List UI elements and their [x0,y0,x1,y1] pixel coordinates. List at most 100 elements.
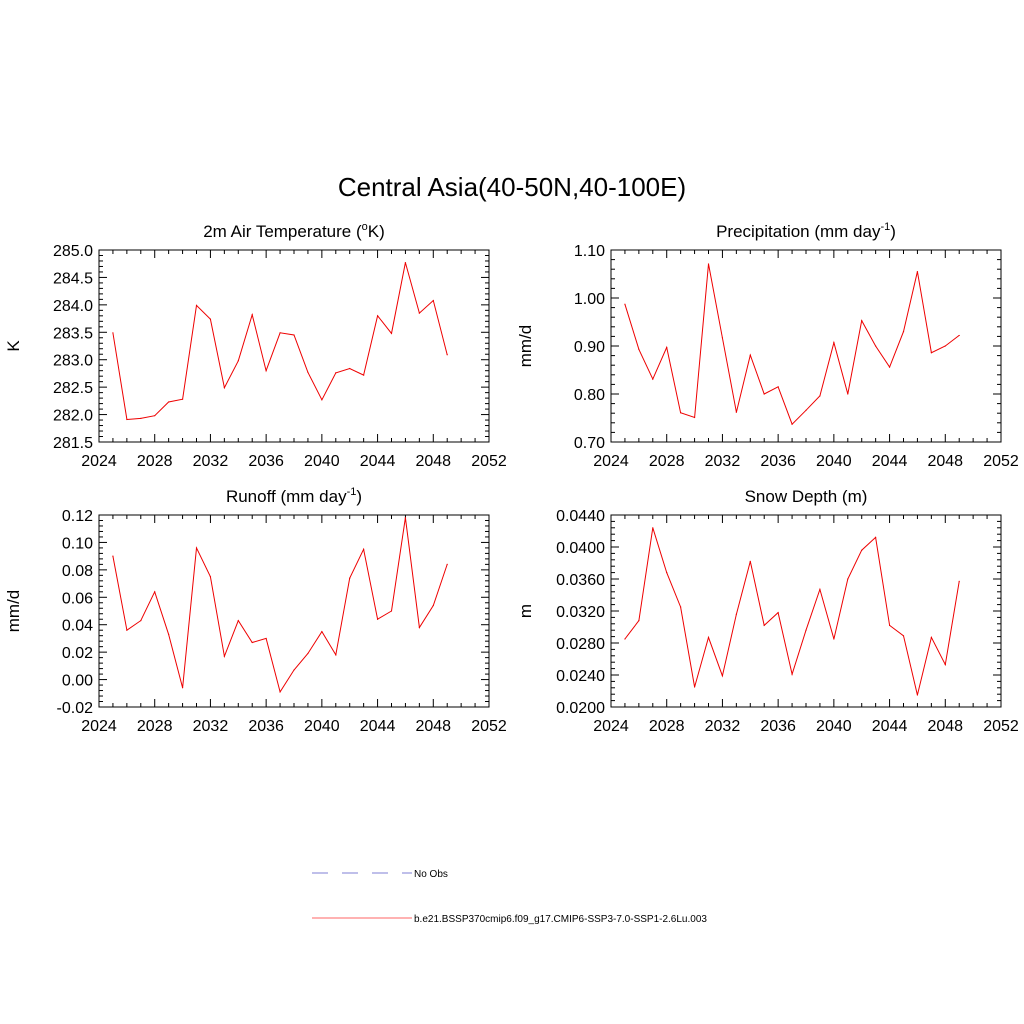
data-point-snow-depth [930,636,932,639]
data-point-air-temperature [140,417,142,420]
x-tick-label: 2048 [415,718,451,735]
subplot-title-main: Precipitation (mm day [716,222,881,241]
data-point-runoff [140,620,142,622]
subplot-title-end: ) [890,222,896,241]
x-tick-label: 2024 [593,453,629,470]
subplot-title-precipitation: Precipitation (mm day-1) [716,221,896,241]
data-point-snow-depth [847,578,849,580]
data-point-snow-depth [916,694,919,696]
subplot-title-superscript: -1 [880,221,890,233]
data-point-snow-depth [958,580,960,583]
data-point-runoff [418,626,420,629]
data-point-precipitation [930,352,932,354]
data-point-runoff [251,641,253,644]
x-tick-label: 2052 [983,718,1019,735]
x-tick-label: 2024 [593,718,629,735]
data-point-runoff [390,610,393,612]
y-tick-label: 0.90 [574,339,605,356]
x-tick-label: 2024 [81,718,117,735]
subplot-title-end: K) [368,222,385,241]
y-tick-label: 0.0360 [556,572,605,589]
data-point-air-temperature [126,418,128,421]
x-tick-label: 2032 [193,453,229,470]
y-tick-label: 281.5 [53,435,93,452]
data-point-precipitation [875,345,877,347]
y-tick-label: 285.0 [53,243,93,260]
y-tick-label: 0.80 [574,387,605,404]
data-point-precipitation [944,345,946,347]
x-tick-label: 2048 [927,718,963,735]
data-point-precipitation [819,395,821,397]
data-point-snow-depth [735,613,737,615]
data-point-runoff [307,652,309,655]
data-point-air-temperature [181,398,184,400]
y-tick-label: 283.5 [53,325,93,342]
subplot-title-main: Runoff (mm day [226,487,347,506]
data-point-air-temperature [390,332,393,334]
x-tick-label: 2044 [360,453,396,470]
x-tick-label: 2032 [193,718,229,735]
y-tick-label: 0.0280 [556,636,605,653]
x-tick-label: 2036 [760,453,796,470]
x-tick-label: 2048 [415,453,451,470]
panel-precipitation: Precipitation (mm day-1) mm/d 2024 2028 2032… [516,221,1019,470]
data-point-precipitation [861,319,863,322]
panel-snow-depth: Snow Depth (m) m 2024 2028 2032 2036 2040 2044 2… [516,487,1019,735]
data-point-air-temperature [446,354,448,356]
x-tick-label: 2048 [927,453,963,470]
x-tick-label: 2040 [304,718,340,735]
y-tick-label: 0.12 [62,508,93,525]
y-tick-label: 0.0200 [556,700,605,717]
panel-air-temperature: 2m Air Temperature (oK) K 2024 2028 2032 2036… [4,221,507,470]
y-tick-label: 282.0 [53,408,93,425]
data-point-air-temperature [279,332,281,334]
y-tick-label: 0.0440 [556,508,605,525]
data-point-precipitation [916,271,919,273]
y-tick-label: 0.0240 [556,668,605,685]
subplot-title-main: Snow Depth (m) [745,487,868,506]
x-tick-label: 2028 [137,453,173,470]
legend: No Obs b.e21.BSSP370cmip6.f09_g17.CMIP6-… [312,869,707,925]
x-tick-label: 2028 [649,718,685,735]
legend-label-model-run: b.e21.BSSP370cmip6.f09_g17.CMIP6-SSP3-7.… [414,914,707,925]
data-point-runoff [404,517,407,519]
data-point-snow-depth [888,624,891,627]
x-tick-label: 2044 [872,718,908,735]
y-tick-label: 0.06 [62,590,93,607]
subplot-title-superscript: o [362,221,368,233]
data-point-precipitation [680,412,682,414]
data-point-air-temperature [251,314,253,316]
data-point-precipitation [847,393,849,395]
data-point-precipitation [721,337,724,339]
x-tick-label: 2052 [471,718,507,735]
data-point-snow-depth [693,686,696,688]
data-point-runoff [363,548,365,550]
y-tick-label: 0.0400 [556,540,605,557]
y-axis-label-snow-depth: m [516,604,535,618]
data-point-snow-depth [944,664,946,666]
y-tick-label: 1.10 [574,243,605,260]
x-tick-label: 2036 [760,718,796,735]
y-tick-label: 0.10 [62,535,93,552]
y-tick-label: 0.0320 [556,604,605,621]
data-point-precipitation [735,411,737,413]
data-point-snow-depth [624,638,626,640]
x-tick-label: 2036 [248,453,284,470]
y-tick-label: 284.0 [53,298,93,315]
x-tick-label: 2032 [705,718,741,735]
y-tick-label: 0.02 [62,645,93,662]
data-point-runoff [126,629,128,631]
data-point-air-temperature [349,367,351,370]
data-point-air-temperature [293,334,295,336]
data-point-air-temperature [168,401,170,403]
data-point-snow-depth [666,572,668,574]
data-point-air-temperature [265,370,267,372]
y-tick-label: 282.5 [53,380,93,397]
data-point-runoff [223,655,225,657]
x-tick-label: 2040 [304,453,340,470]
data-point-precipitation [902,331,905,333]
data-point-precipitation [749,354,751,356]
data-point-precipitation [833,342,835,344]
data-point-snow-depth [638,620,640,622]
